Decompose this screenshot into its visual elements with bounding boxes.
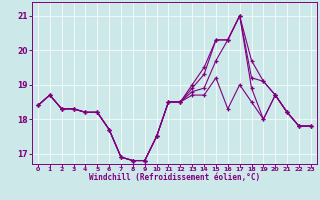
X-axis label: Windchill (Refroidissement éolien,°C): Windchill (Refroidissement éolien,°C): [89, 173, 260, 182]
